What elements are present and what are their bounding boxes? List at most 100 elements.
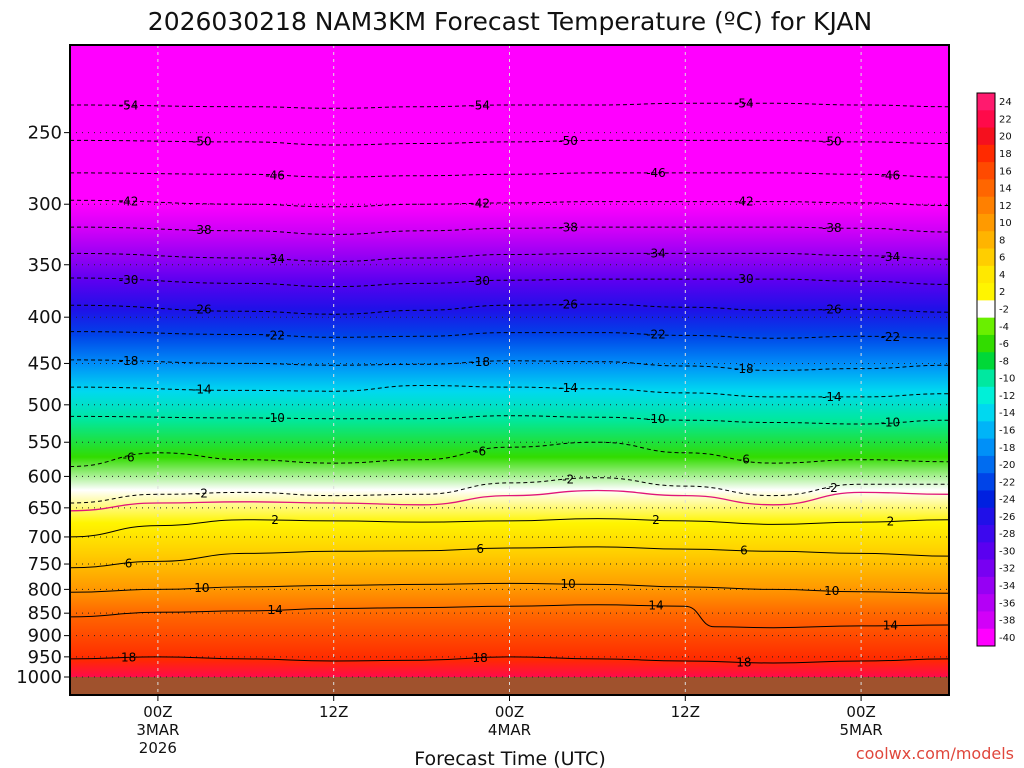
colorbar-swatch — [977, 559, 995, 578]
colorbar-label: -20 — [999, 460, 1015, 471]
colorbar-label: 12 — [999, 201, 1012, 212]
isotherm-line — [70, 604, 949, 629]
colorbar-label: -34 — [999, 581, 1015, 592]
y-tick-label: 500 — [28, 395, 62, 416]
colorbar-swatch — [977, 110, 995, 129]
colorbar-label: -8 — [999, 356, 1009, 367]
isotherm-label: 18 — [121, 651, 136, 665]
credit-link[interactable]: coolwx.com/models — [856, 744, 1014, 763]
colorbar-swatch — [977, 196, 995, 215]
isotherm-label: -50 — [822, 134, 842, 148]
colorbar-label: 6 — [999, 253, 1005, 264]
colorbar-swatch — [977, 576, 995, 595]
isotherm-label: -50 — [558, 134, 578, 148]
colorbar-swatch — [977, 248, 995, 267]
isotherm-label: 14 — [883, 619, 898, 633]
isotherm-label: -50 — [192, 135, 212, 149]
colorbar-swatch — [977, 334, 995, 353]
isotherm-label: -26 — [822, 303, 842, 317]
x-tick-label: 12Z — [671, 703, 700, 721]
isotherm-line — [70, 359, 949, 371]
colorbar-swatch — [977, 455, 995, 474]
isotherm-label: -54 — [119, 99, 139, 113]
isotherm-label: -10 — [265, 411, 285, 425]
y-tick-label: 750 — [28, 554, 62, 575]
isotherm-line — [70, 546, 949, 569]
colorbar-label: -38 — [999, 616, 1015, 627]
isotherm-label: 6 — [125, 556, 133, 570]
colorbar-label: -14 — [999, 408, 1015, 419]
colorbar-label: -2 — [999, 305, 1009, 316]
y-tick-label: 900 — [28, 626, 62, 647]
isotherm-label: -34 — [646, 246, 666, 260]
isotherm-label: 6 — [476, 542, 484, 556]
isotherm-label: 18 — [473, 651, 488, 665]
isotherm-label: -42 — [734, 195, 754, 209]
grid-lines — [70, 45, 949, 695]
isotherm-label: -14 — [558, 381, 578, 395]
colorbar-swatch — [977, 352, 995, 370]
isotherm-label: -2 — [562, 472, 574, 486]
colorbar-label: 18 — [999, 149, 1012, 160]
isotherm-label: -14 — [822, 390, 842, 404]
colorbar-swatch — [977, 628, 995, 647]
y-tick-label: 650 — [28, 498, 62, 519]
isotherm-label: -38 — [192, 223, 212, 237]
colorbar-label: 16 — [999, 166, 1012, 177]
isotherm-label: -54 — [470, 99, 490, 113]
isotherm-label: -46 — [881, 168, 901, 182]
colorbar-frame — [976, 92, 996, 647]
isotherm-line — [70, 102, 949, 109]
colorbar-swatch — [977, 438, 995, 457]
isotherm-line — [70, 331, 949, 339]
y-tick-label: 400 — [28, 307, 62, 328]
colorbar-label: -18 — [999, 443, 1015, 454]
colorbar-swatch — [977, 231, 995, 250]
x-tick-label: 3MAR — [136, 721, 179, 739]
isotherm-line — [70, 199, 949, 208]
isotherm-label: 14 — [648, 599, 663, 613]
isotherm-line — [70, 518, 949, 538]
isotherm-line — [70, 139, 949, 146]
colorbar-swatch — [977, 317, 995, 336]
colorbar-label: 20 — [999, 132, 1012, 143]
colorbar-swatch — [977, 490, 995, 509]
isotherm-label: -34 — [881, 250, 901, 264]
colorbar-label: -30 — [999, 546, 1015, 557]
colorbar-label: 4 — [999, 270, 1005, 281]
colorbar-label: -24 — [999, 495, 1015, 506]
colorbar-swatch — [977, 283, 995, 301]
x-tick-label: 4MAR — [488, 721, 531, 739]
isotherm-label: -30 — [734, 272, 754, 286]
colorbar-swatch — [977, 594, 995, 612]
y-tick-label: 300 — [28, 194, 62, 215]
isotherm-label: -42 — [119, 195, 139, 209]
isotherm-contours: -54 -54 -54 -50 -50 -50 -46 -46 -46 -42 -42 -42 -38 -… — [70, 96, 949, 669]
isotherm-label: -30 — [470, 274, 490, 288]
colorbar-label: -32 — [999, 564, 1015, 575]
x-tick-label: 2026 — [139, 739, 177, 757]
isotherm-label: -10 — [646, 412, 666, 426]
colorbar-swatch — [977, 300, 995, 319]
colorbar-swatch — [977, 369, 995, 388]
y-tick-label: 600 — [28, 466, 62, 487]
isotherm-line — [70, 277, 949, 288]
isotherm-label: 10 — [560, 577, 575, 591]
colorbar-swatch — [977, 93, 995, 111]
y-tick-label: 550 — [28, 432, 62, 453]
isotherm-label: 6 — [740, 544, 748, 558]
colorbar-swatch — [977, 213, 995, 232]
colorbar-label: -36 — [999, 598, 1015, 609]
y-tick-label: 850 — [28, 603, 62, 624]
isotherm-label: -22 — [265, 328, 285, 342]
isotherm-label: -34 — [265, 252, 285, 266]
colorbar-swatch — [977, 404, 995, 422]
colorbar-label: -10 — [999, 374, 1015, 385]
colorbar-label: -40 — [999, 633, 1015, 644]
isotherm-line — [70, 172, 949, 178]
colorbar-swatch — [977, 421, 995, 440]
colorbar-swatch — [977, 542, 995, 561]
isotherm-label: -46 — [265, 168, 285, 182]
